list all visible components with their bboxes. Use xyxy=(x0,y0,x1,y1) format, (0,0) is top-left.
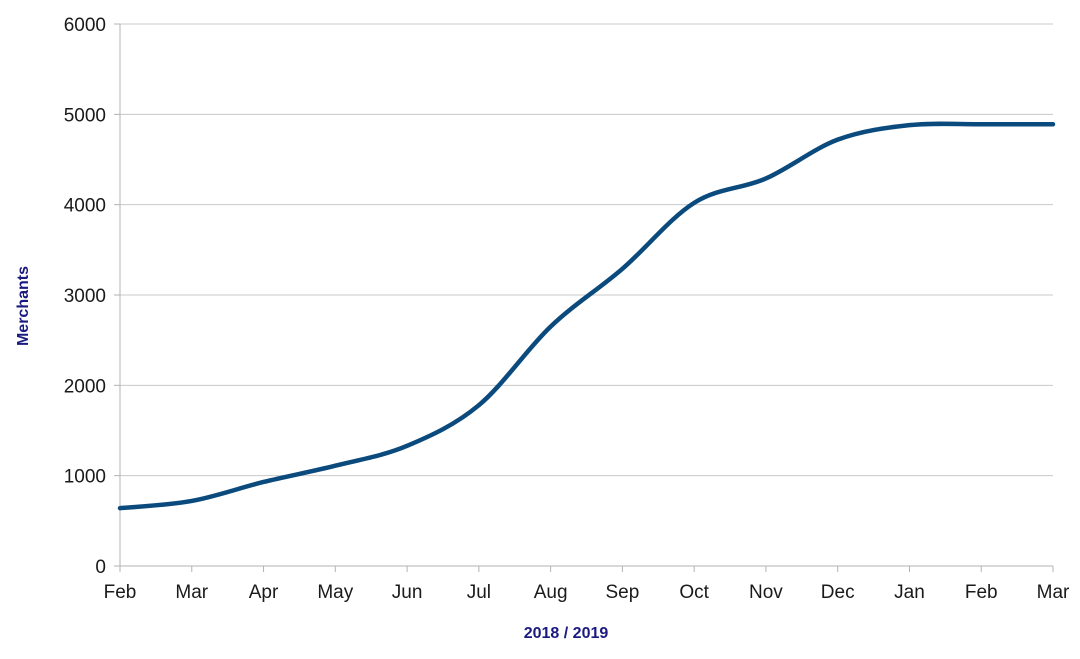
y-tick-label: 3000 xyxy=(64,286,106,307)
x-axis-title: 2018 / 2019 xyxy=(524,625,609,642)
y-tick-label: 6000 xyxy=(64,15,106,36)
axes xyxy=(114,23,1054,572)
x-tick-label: Feb xyxy=(965,582,998,603)
data-points xyxy=(120,124,1053,508)
gridlines xyxy=(120,23,1053,477)
x-tick-label: Nov xyxy=(749,582,783,603)
y-tick-label: 5000 xyxy=(64,105,106,126)
x-tick-label: Sep xyxy=(605,582,639,603)
x-tick-label: Apr xyxy=(249,582,279,603)
y-tick-labels: 0 1000 2000 3000 4000 5000 6000 xyxy=(64,15,106,578)
x-tick-label: Feb xyxy=(104,582,137,603)
y-tick-label: 0 xyxy=(95,557,106,578)
y-tick-label: 4000 xyxy=(64,196,106,217)
x-tick-label: Dec xyxy=(821,582,855,603)
x-tick-label: Aug xyxy=(534,582,568,603)
x-tick-label: Jul xyxy=(467,582,491,603)
x-tick-label: Jun xyxy=(392,582,423,603)
series-line xyxy=(117,121,1056,511)
x-tick-label: Mar xyxy=(1037,582,1070,603)
x-tick-label: Oct xyxy=(679,582,709,603)
y-axis-title: Merchants xyxy=(15,266,32,346)
y-tick-label: 2000 xyxy=(64,376,106,397)
x-tick-label: Mar xyxy=(175,582,208,603)
x-tick-label: Jan xyxy=(894,582,925,603)
x-tick-label: May xyxy=(317,582,353,603)
series-lines xyxy=(117,121,1056,511)
x-tick-labels: Feb Mar Apr May Jun Jul Aug Sep Oct Nov Dec Jan Feb M… xyxy=(104,582,1070,603)
y-tick-label: 1000 xyxy=(64,467,106,488)
